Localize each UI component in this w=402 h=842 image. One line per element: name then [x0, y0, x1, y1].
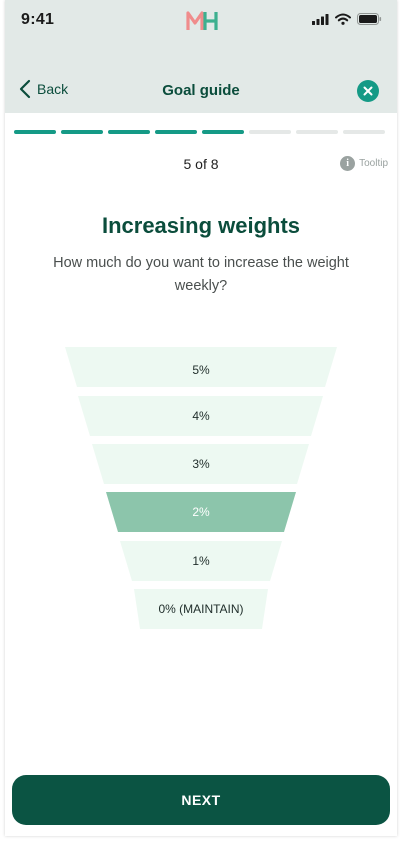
app-frame: 9:41	[5, 0, 397, 836]
back-label: Back	[37, 81, 69, 97]
option-0-percent-maintain[interactable]: 0% (MAINTAIN)	[158, 602, 244, 616]
option-1-percent[interactable]: 1%	[192, 554, 210, 568]
header: 9:41	[5, 0, 397, 113]
mh-logo-icon	[186, 11, 218, 30]
close-icon	[363, 86, 373, 96]
question-title: Increasing weights	[101, 213, 301, 238]
option-4-percent[interactable]: 4%	[192, 409, 210, 423]
step-counter: 5 of 8	[183, 156, 219, 172]
progress-segment	[296, 130, 338, 134]
info-icon: i	[340, 156, 356, 171]
status-time: 9:41	[21, 11, 55, 28]
tooltip-label: Tooltip	[359, 158, 388, 169]
page-title: Goal guide	[162, 82, 240, 99]
option-2-percent[interactable]: 2%	[192, 505, 210, 519]
progress-segment	[61, 130, 103, 134]
wifi-icon	[335, 13, 351, 25]
progress-segment	[249, 130, 291, 134]
question-subtitle: How much do you want to increase the wei…	[53, 255, 349, 294]
back-button[interactable]: Back	[19, 79, 68, 99]
close-button[interactable]	[357, 80, 379, 102]
chevron-left-icon	[19, 79, 31, 99]
progress-segment	[14, 130, 56, 134]
signal-icon	[312, 13, 329, 25]
tooltip-button[interactable]: i Tooltip	[340, 156, 388, 171]
progress-segment	[202, 130, 244, 134]
battery-icon	[357, 13, 382, 25]
progress-bar	[14, 130, 385, 134]
progress-segment	[155, 130, 197, 134]
progress-segment	[108, 130, 150, 134]
progress-segment	[343, 130, 385, 134]
option-5-percent[interactable]: 5%	[192, 363, 210, 377]
next-button[interactable]: NEXT	[12, 775, 390, 825]
status-icons	[312, 13, 382, 25]
option-3-percent[interactable]: 3%	[192, 457, 210, 471]
